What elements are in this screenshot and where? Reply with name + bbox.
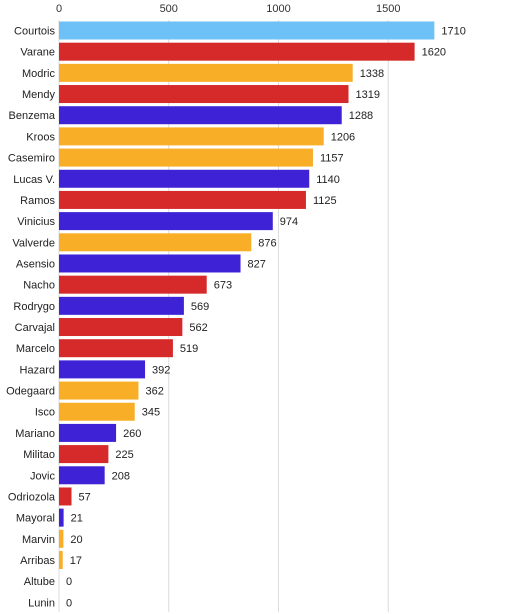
data-label: 1157 [320, 153, 344, 165]
category-label: Casemiro [8, 153, 55, 165]
bar-varane [59, 42, 415, 61]
bar-odriozola [59, 487, 72, 506]
bar-mendy [59, 85, 349, 104]
data-label: 1620 [422, 47, 446, 59]
bar-nacho [59, 275, 207, 294]
category-label: Marvin [22, 534, 55, 546]
data-label: 569 [191, 301, 209, 313]
data-label: 208 [112, 470, 130, 482]
category-label: Jovic [30, 470, 56, 482]
bars [59, 21, 435, 569]
data-label: 1710 [441, 26, 465, 38]
category-label: Modric [22, 68, 56, 80]
category-label: Courtois [14, 26, 55, 38]
category-label: Hazard [20, 364, 55, 376]
category-label: Asensio [16, 258, 55, 270]
category-label: Militao [23, 449, 55, 461]
category-label: Varane [20, 47, 55, 59]
data-label: 21 [71, 513, 83, 525]
category-label: Altube [24, 576, 55, 588]
bar-valverde [59, 233, 252, 252]
bar-isco [59, 402, 135, 421]
data-labels: 1710 1620 1338 1319 1288 1206 1157 1140 1125 974 8… [66, 26, 466, 610]
bar-vinicius [59, 212, 273, 231]
x-axis-ticks: 0 500 1000 1500 [56, 3, 401, 15]
x-tick-label: 0 [56, 3, 62, 15]
bar-militao [59, 445, 109, 464]
category-label: Ramos [20, 195, 55, 207]
bar-mariano [59, 423, 117, 442]
x-tick-label: 500 [160, 3, 178, 15]
category-label: Isco [35, 407, 55, 419]
bar-benzema [59, 106, 342, 125]
data-label: 562 [189, 322, 207, 334]
data-label: 20 [70, 534, 82, 546]
x-tick-label: 1000 [266, 3, 290, 15]
category-label: Lunin [28, 597, 55, 609]
category-label: Mendy [22, 89, 56, 101]
category-label: Nacho [23, 280, 55, 292]
category-label: Marcelo [16, 343, 55, 355]
data-label: 0 [66, 597, 72, 609]
data-label: 1288 [349, 110, 373, 122]
bar-mayoral [59, 508, 64, 527]
data-label: 17 [70, 555, 82, 567]
bar-asensio [59, 254, 241, 273]
data-label: 362 [145, 386, 163, 398]
category-label: Vinicius [17, 216, 55, 228]
data-label: 673 [214, 280, 232, 292]
data-label: 1206 [331, 131, 355, 143]
category-label: Odegaard [6, 386, 55, 398]
category-label: Lucas V. [13, 174, 55, 186]
bar-lucas-v [59, 169, 310, 188]
bar-casemiro [59, 148, 313, 167]
category-label: Valverde [12, 237, 55, 249]
data-label: 1140 [316, 174, 340, 186]
category-label: Mayoral [16, 513, 55, 525]
bar-ramos [59, 190, 306, 209]
bar-arribas [59, 551, 63, 569]
category-label: Kroos [26, 131, 55, 143]
category-label: Mariano [15, 428, 55, 440]
data-label: 1125 [313, 195, 337, 207]
data-label: 345 [142, 407, 160, 419]
bar-jovic [59, 466, 105, 485]
bar-rodrygo [59, 296, 184, 315]
data-label: 876 [258, 237, 276, 249]
bar-marcelo [59, 339, 173, 358]
data-label: 260 [123, 428, 141, 440]
data-label: 519 [180, 343, 198, 355]
bar-hazard [59, 360, 146, 379]
bar-courtois [59, 21, 435, 40]
bar-marvin [59, 529, 64, 548]
bar-carvajal [59, 318, 183, 337]
bar-kroos [59, 127, 324, 146]
data-label: 974 [280, 216, 298, 228]
bar-modric [59, 63, 353, 82]
data-label: 827 [248, 258, 266, 270]
category-label: Carvajal [15, 322, 55, 334]
data-label: 1338 [360, 68, 384, 80]
x-tick-label: 1500 [376, 3, 400, 15]
bar-odegaard [59, 381, 139, 400]
data-label: 57 [79, 491, 91, 503]
category-label: Rodrygo [13, 301, 55, 313]
data-label: 392 [152, 364, 170, 376]
category-labels: Courtois Varane Modric Mendy Benzema Kroos Cas… [6, 26, 56, 610]
category-label: Arribas [20, 555, 55, 567]
data-label: 1319 [356, 89, 380, 101]
category-label: Odriozola [8, 491, 56, 503]
data-label: 0 [66, 576, 72, 588]
data-label: 225 [115, 449, 133, 461]
category-label: Benzema [9, 110, 56, 122]
